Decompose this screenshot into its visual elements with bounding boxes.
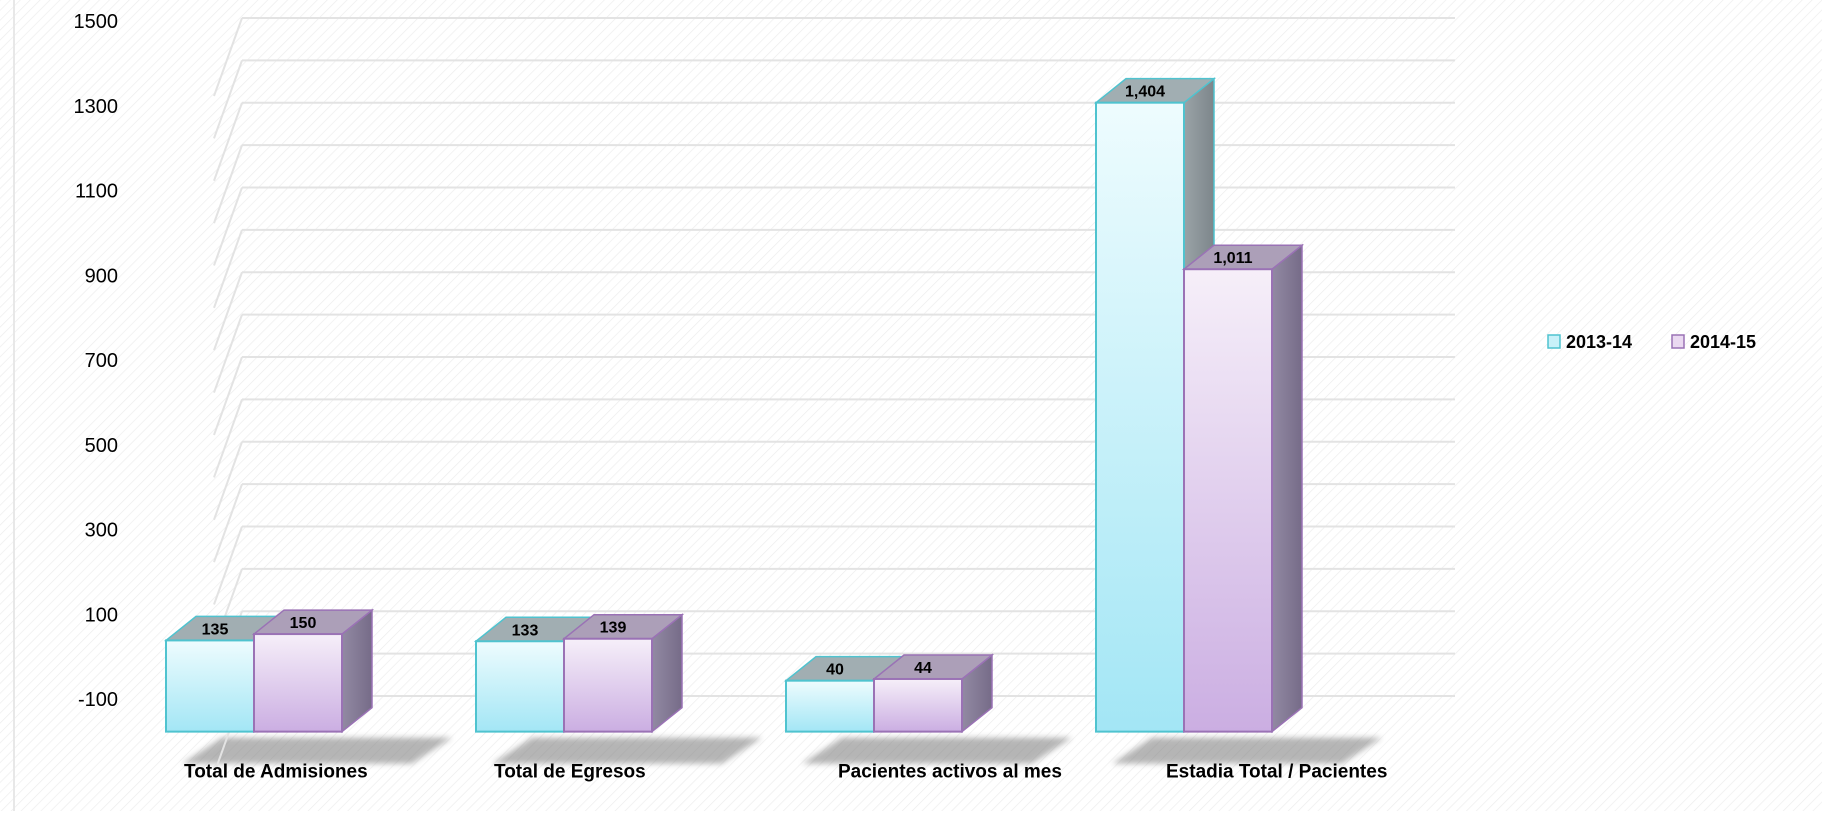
x-category-label: Total de Admisiones — [184, 762, 368, 783]
bar-front — [785, 679, 875, 733]
bar-front — [165, 639, 255, 733]
legend: 2013-14 2014-15 — [1547, 332, 1756, 352]
grid-diagonal — [213, 399, 243, 478]
legend-swatch-2013-14 — [1547, 334, 1561, 349]
data-label: 133 — [512, 622, 539, 639]
bar-2014-15-3 — [1181, 243, 1305, 734]
data-label: 1,404 — [1125, 84, 1165, 101]
grid-diagonal — [213, 229, 243, 309]
bar-front — [1183, 268, 1273, 733]
floor-shadow — [1112, 737, 1382, 764]
data-label: 135 — [202, 621, 229, 638]
y-tick-label: 1100 — [75, 181, 118, 203]
legend-label-2014-15: 2014-15 — [1690, 332, 1756, 352]
data-label: 40 — [826, 662, 844, 679]
grid-diagonal — [213, 526, 243, 605]
y-tick-label: 1300 — [74, 96, 119, 118]
grid-diagonal — [213, 356, 243, 436]
floor-shadow — [492, 737, 762, 764]
bar-front — [563, 637, 653, 733]
y-tick-label: 500 — [85, 435, 118, 457]
bar-side — [1271, 243, 1303, 734]
floor-shadow — [802, 737, 1072, 764]
grid-diagonal — [213, 144, 243, 224]
x-category-label: Estadia Total / Pacientes — [1166, 762, 1387, 783]
bars — [163, 77, 1305, 734]
legend-label-2013-14: 2013-14 — [1566, 332, 1632, 352]
bar-front — [475, 640, 565, 733]
data-label: 44 — [914, 660, 932, 677]
grid-diagonal — [213, 271, 243, 351]
grid-diagonal — [213, 187, 243, 266]
y-tick-label: 100 — [85, 604, 118, 626]
y-axis: -100 100 300 500 700 900 1100 1300 1500 — [74, 11, 119, 711]
y-tick-label: 300 — [85, 520, 118, 542]
grid-diagonal — [213, 102, 243, 182]
data-labels: 135 150 133 139 40 44 1,404 1,011 — [202, 84, 1253, 679]
bar-front — [873, 677, 963, 733]
grid-diagonal — [213, 483, 243, 563]
bar-front — [1095, 101, 1185, 733]
bar-2014-15-0 — [251, 608, 375, 734]
grid-diagonal — [213, 314, 243, 393]
data-label: 150 — [290, 615, 317, 632]
bar-front — [253, 633, 343, 733]
x-category-label: Total de Egresos — [494, 762, 646, 783]
y-tick-label: 900 — [85, 265, 118, 287]
floor-shadows — [182, 737, 1382, 764]
floor-shadow — [182, 737, 452, 764]
grid-diagonal — [213, 60, 243, 139]
data-label: 139 — [600, 620, 627, 637]
y-tick-label: 1500 — [74, 11, 119, 33]
x-axis: Total de Admisiones Total de Egresos Pacie… — [184, 762, 1387, 783]
data-label: 1,011 — [1213, 250, 1252, 267]
bar-2014-15-2 — [871, 653, 995, 734]
grid-diagonal — [213, 441, 243, 521]
bar-2014-15-1 — [561, 613, 685, 734]
grid-diagonal — [213, 17, 243, 97]
legend-swatch-2014-15 — [1671, 334, 1685, 349]
y-tick-label: -100 — [78, 689, 118, 711]
x-category-label: Pacientes activos al mes — [838, 762, 1062, 783]
y-tick-label: 700 — [85, 350, 118, 372]
